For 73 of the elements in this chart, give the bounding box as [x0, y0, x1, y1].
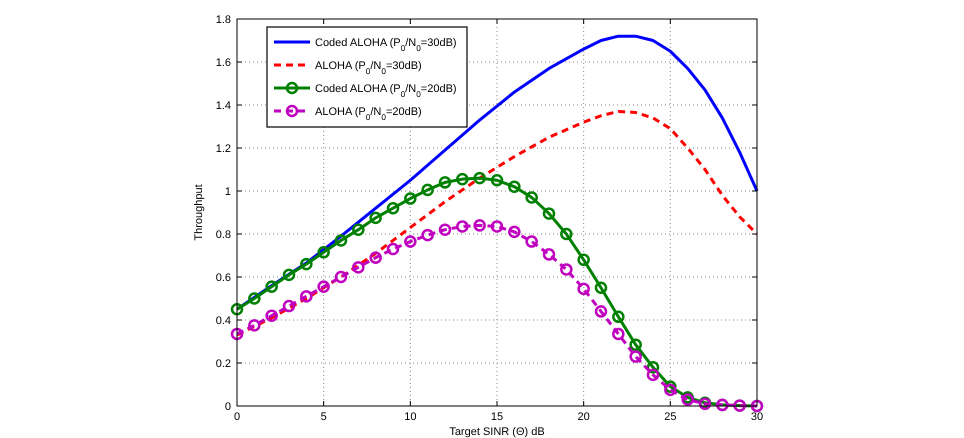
point: [456, 220, 469, 233]
point: [334, 234, 348, 247]
point: [404, 192, 417, 205]
point: [334, 270, 348, 284]
point: [664, 384, 677, 396]
point: [386, 202, 400, 214]
point: [265, 309, 278, 322]
x-tick-label: 30: [750, 411, 764, 423]
point: [369, 251, 382, 264]
point: [456, 172, 469, 186]
y-tick-label: 0.4: [216, 315, 231, 327]
point: [386, 242, 400, 256]
point: [352, 261, 365, 274]
x-tick-label: 5: [320, 411, 327, 423]
point: [525, 191, 538, 204]
point: [473, 172, 486, 184]
x-tick-label: 0: [234, 411, 240, 423]
point: [265, 280, 278, 293]
point: [421, 184, 434, 196]
point: [421, 228, 434, 242]
point: [438, 223, 452, 236]
y-tick-label: 1.8: [216, 14, 231, 26]
point: [594, 282, 608, 294]
x-tick-label: 10: [404, 411, 416, 423]
y-tick-label: 0.6: [216, 272, 231, 284]
point: [490, 174, 504, 186]
point: [438, 176, 452, 189]
point: [404, 235, 417, 248]
point: [282, 268, 296, 282]
x-tick-label: 20: [578, 411, 590, 423]
point: [490, 220, 504, 233]
point: [612, 328, 625, 340]
point: [525, 235, 538, 248]
legend-label: ALOHA (P$_{0}$/N$_{0}$=20dB): [315, 106, 422, 122]
point: [612, 310, 625, 324]
point: [542, 248, 556, 261]
point: [560, 263, 573, 276]
point: [317, 246, 330, 259]
x-tick-label: 25: [664, 411, 676, 423]
point: [577, 282, 590, 296]
point: [248, 292, 261, 305]
y-tick-label: 1: [224, 186, 231, 198]
point: [508, 180, 521, 193]
point: [230, 328, 244, 340]
point: [248, 319, 261, 332]
y-tick-label: 0.2: [216, 358, 231, 370]
point: [300, 258, 313, 270]
y-tick-label: 1.2: [216, 143, 231, 155]
point: [560, 228, 573, 240]
y-tick-label: 1.4: [216, 100, 231, 112]
point: [300, 290, 313, 303]
point: [629, 338, 642, 351]
point: [542, 207, 556, 220]
point: [317, 280, 330, 293]
y-tick-label: 1.6: [216, 57, 231, 69]
x-axis-title: Target SINR (Θ) dB: [449, 426, 545, 438]
point: [629, 350, 642, 363]
legend-label: Coded ALOHA (P$_{0}$/N$_{0}$=20dB): [315, 83, 457, 98]
y-axis-title: Throughput: [193, 184, 205, 241]
point: [577, 254, 590, 266]
point: [282, 300, 296, 312]
point: [508, 226, 521, 238]
point: [473, 219, 486, 232]
y-tick-label: 0.8: [216, 229, 231, 241]
point: [230, 303, 244, 316]
legend-label: ALOHA (P$_{0}$/N$_{0}$=30dB): [315, 60, 422, 76]
point: [352, 223, 365, 236]
legend-label: Coded ALOHA (P$_{0}$/N$_{0}$=30dB): [315, 37, 457, 52]
x-tick-label: 15: [490, 411, 504, 423]
y-tick-label: 0: [224, 401, 231, 413]
point: [594, 305, 608, 318]
point: [646, 368, 660, 382]
point: [369, 212, 382, 224]
